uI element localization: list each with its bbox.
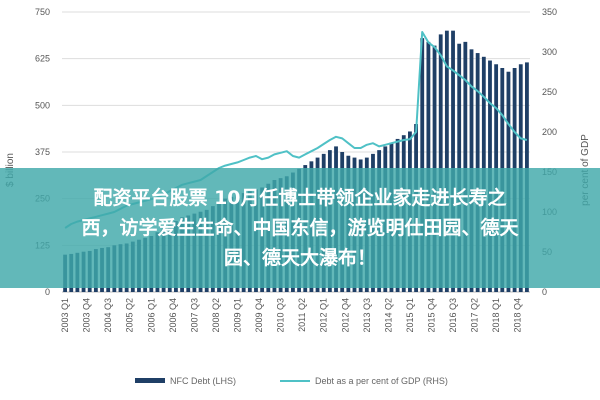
x-tick-label: 2005 Q2 xyxy=(125,298,135,333)
bar xyxy=(444,30,449,293)
overlay-banner: 配资平台股票 10月任博士带领企业家走进长寿之 西，访学爱生生命、中国东信，游览… xyxy=(0,168,600,288)
bar xyxy=(463,41,468,292)
bar xyxy=(420,38,425,293)
x-tick-label: 2012 Q1 xyxy=(319,298,329,333)
x-tick-label: 2003 Q4 xyxy=(82,298,92,333)
legend-label-debt-gdp: Debt as a per cent of GDP (RHS) xyxy=(315,376,448,386)
bar xyxy=(457,43,462,292)
legend: NFC Debt (LHS) Debt as a per cent of GDP… xyxy=(135,376,448,386)
x-tick-label: 2017 Q2 xyxy=(470,298,480,333)
bar xyxy=(426,41,431,292)
x-tick-label: 2012 Q4 xyxy=(340,298,350,333)
x-tick-label: 2018 Q1 xyxy=(491,298,501,333)
x-tick-label: 2003 Q1 xyxy=(60,298,70,333)
right-tick-label: 350 xyxy=(542,7,557,17)
x-tick-label: 2007 Q3 xyxy=(189,298,199,333)
left-tick-label: 0 xyxy=(45,287,50,297)
x-tick-label: 2006 Q1 xyxy=(146,298,156,333)
x-tick-label: 2006 Q4 xyxy=(168,298,178,333)
x-axis-ticks: 2003 Q1 2003 Q4 2004 Q3 2005 Q2 2006 Q1 2006 … xyxy=(60,298,523,333)
left-tick-label: 500 xyxy=(35,100,50,110)
left-tick-label: 375 xyxy=(35,147,50,157)
left-tick-label: 750 xyxy=(35,7,50,17)
x-tick-label: 2016 Q3 xyxy=(448,298,458,333)
banner-line-1: 配资平台股票 10月任博士带领企业家走进长寿之 xyxy=(93,187,507,209)
x-tick-label: 2013 Q3 xyxy=(362,298,372,333)
x-tick-label: 2009 Q4 xyxy=(254,298,264,333)
right-tick-label: 200 xyxy=(542,127,557,137)
bar xyxy=(451,30,455,293)
x-tick-label: 2008 Q2 xyxy=(211,298,221,333)
bar xyxy=(438,34,443,293)
x-tick-label: 2014 Q2 xyxy=(383,298,393,333)
legend-label-nfc-debt: NFC Debt (LHS) xyxy=(170,376,236,386)
right-tick-label: 0 xyxy=(542,287,547,297)
x-tick-label: 2004 Q3 xyxy=(103,298,113,333)
banner-line-3: 园、德天大瀑布！ xyxy=(223,247,376,269)
right-tick-label: 300 xyxy=(542,47,557,57)
x-tick-label: 2011 Q2 xyxy=(297,298,307,332)
x-tick-label: 2015 Q1 xyxy=(405,298,415,333)
banner-line-2: 西，访学爱生生命、中国东信，游览明仕田园、德天 xyxy=(81,217,519,239)
x-tick-label: 2010 Q3 xyxy=(276,298,286,333)
x-tick-label: 2009 Q1 xyxy=(233,298,243,333)
legend-bar-swatch xyxy=(135,378,165,383)
left-tick-label: 625 xyxy=(35,54,50,64)
x-tick-label: 2018 Q4 xyxy=(513,298,523,333)
right-tick-label: 250 xyxy=(542,87,557,97)
x-tick-label: 2015 Q4 xyxy=(427,298,437,333)
